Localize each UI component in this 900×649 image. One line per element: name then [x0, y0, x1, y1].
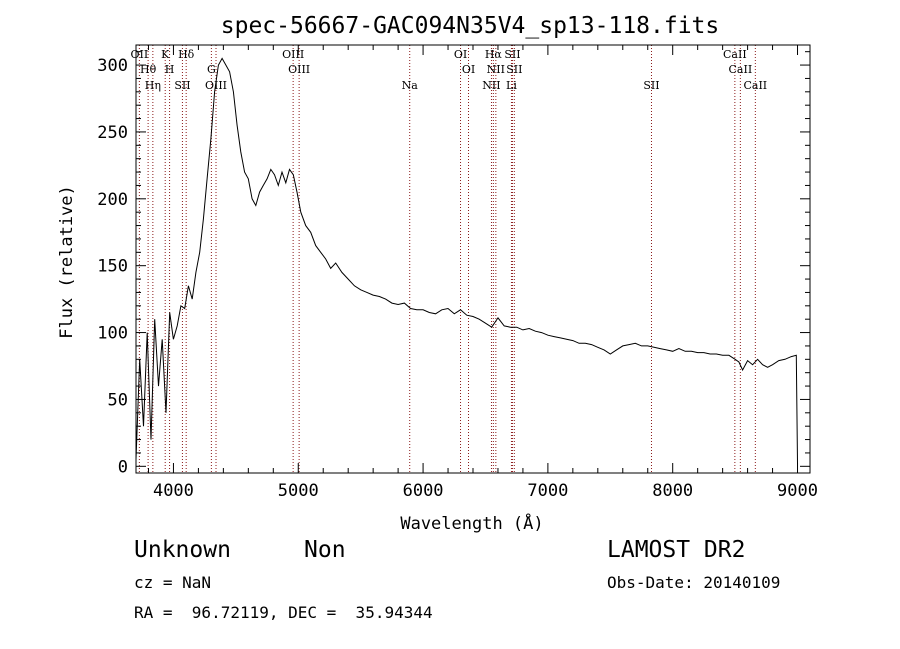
x-tick-label: 5000 — [278, 481, 319, 501]
spectral-line-label: SII — [504, 48, 520, 61]
spectral-line-label: Hδ — [178, 48, 195, 61]
spectral-line-label: SII — [174, 79, 190, 92]
spectrum-line — [135, 57, 798, 464]
object-class: Unknown — [134, 537, 231, 563]
survey-name: LAMOST DR2 — [607, 537, 746, 563]
x-tick-label: 9000 — [777, 481, 818, 501]
spectral-line-label: H — [165, 63, 175, 76]
spectral-line-label: OI — [454, 48, 467, 61]
y-tick-label: 0 — [118, 457, 128, 477]
y-tick-label: 150 — [97, 257, 128, 277]
spectral-line-label: Hα — [485, 48, 503, 61]
spectral-line-label: SII — [506, 63, 522, 76]
y-tick-label: 100 — [97, 324, 128, 344]
spectral-line-label: CaII — [723, 48, 747, 61]
spectral-line-label: OII — [131, 48, 149, 61]
obs-date: Obs-Date: 20140109 — [607, 573, 781, 592]
spectral-line-label: OIII — [288, 63, 310, 76]
spectral-line-label: Hθ — [140, 63, 157, 76]
x-tick-label: 4000 — [153, 481, 194, 501]
y-tick-label: 50 — [108, 390, 128, 410]
spectral-line-label: Na — [402, 79, 419, 92]
coordinates: RA = 96.72119, DEC = 35.94344 — [134, 603, 433, 622]
y-axis-label: Flux (relative) — [57, 185, 77, 339]
spectral-line-label: Li — [506, 79, 517, 92]
spectral-line-label: NII — [482, 79, 500, 92]
spectral-line-label: SII — [643, 79, 659, 92]
chart-title: spec-56667-GAC094N35V4_sp13-118.fits — [221, 13, 720, 39]
spectral-line-label: NII — [487, 63, 505, 76]
axes-layer: 4000 5000 6000 7000 8000 9000 0 50 100 150 200 250 3… — [97, 45, 818, 501]
redshift-readout: cz = NaN — [134, 573, 212, 592]
spectral-line-label: OIII — [282, 48, 304, 61]
y-tick-label: 250 — [97, 123, 128, 143]
x-tick-label: 8000 — [652, 481, 693, 501]
y-tick-label: 300 — [97, 56, 128, 76]
spectral-line-labels-layer: OII Hθ Hη KH SII Hδ G OIII OIII OIII Na OI OI NII Hα NI… — [131, 48, 768, 92]
spectral-line-label: Hη — [145, 79, 161, 92]
spectral-line-label: G — [207, 63, 216, 76]
object-subclass: Non — [304, 537, 346, 563]
spectral-line-label: K — [161, 48, 170, 61]
x-axis-label: Wavelength (Å) — [400, 512, 543, 534]
x-tick-label: 7000 — [527, 481, 568, 501]
spectral-line-label: OIII — [205, 79, 227, 92]
spectral-line-label: OI — [462, 63, 475, 76]
plot-frame — [135, 44, 811, 474]
spectral-line-label: CaII — [743, 79, 767, 92]
spectral-line-label: CaII — [729, 63, 753, 76]
y-tick-label: 200 — [97, 190, 128, 210]
x-tick-label: 6000 — [403, 481, 444, 501]
spectral-lines-layer — [138, 45, 756, 473]
